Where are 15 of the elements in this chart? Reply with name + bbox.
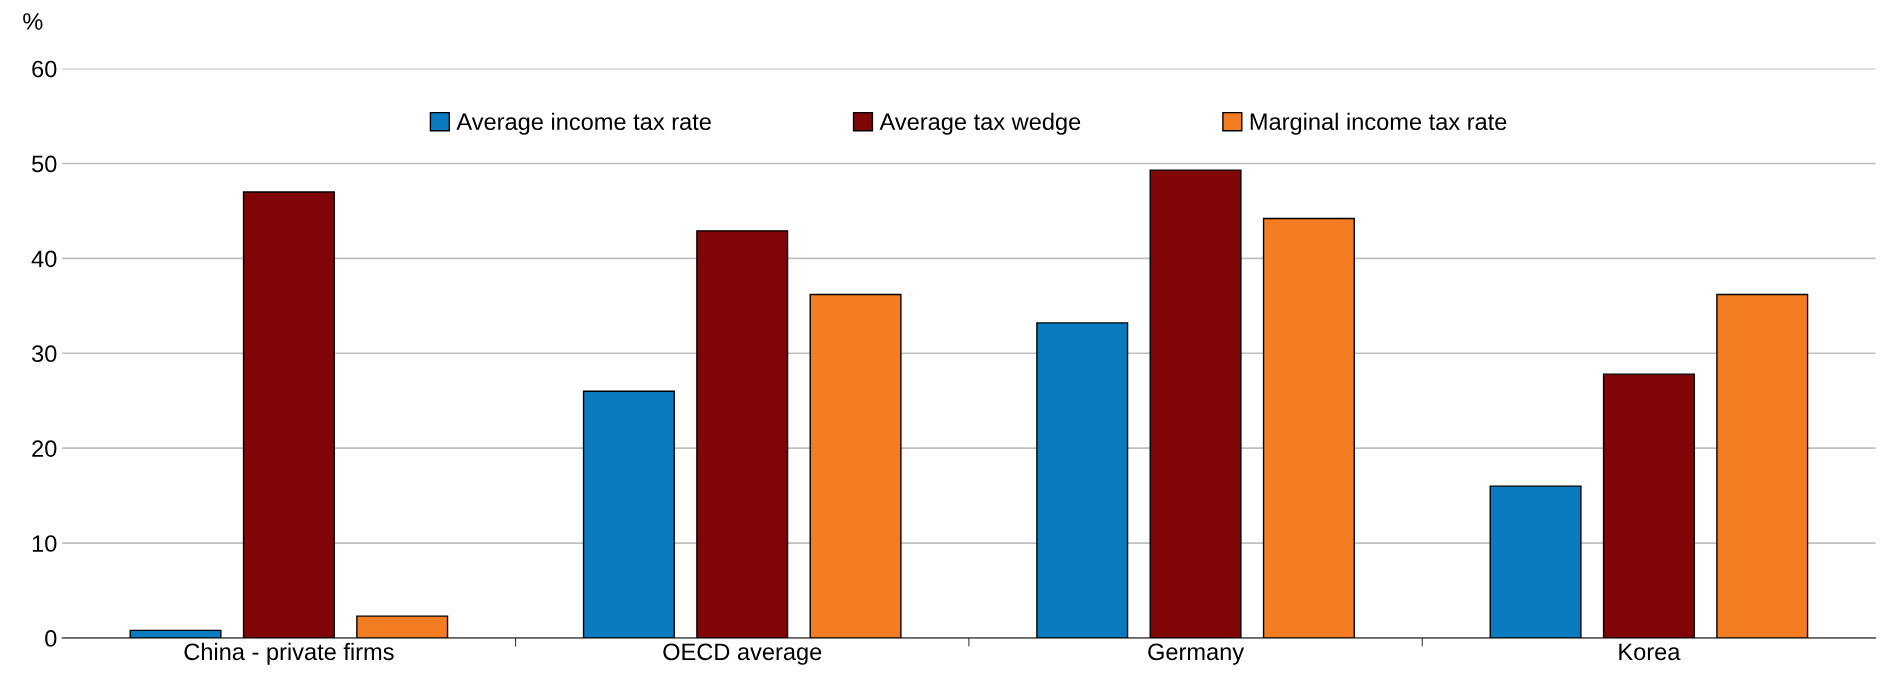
legend-label: Average income tax rate <box>456 112 711 135</box>
y-tick-label: 30 <box>31 345 57 363</box>
y-tick-label: 60 <box>32 60 57 78</box>
y-axis-title: % <box>23 13 43 30</box>
y-tick-label: 40 <box>31 250 57 268</box>
y-tick-label: 50 <box>32 155 57 173</box>
y-tick-label: 10 <box>32 535 57 552</box>
x-tick-label: OECD average <box>663 643 822 665</box>
x-tick-label: China - private firms <box>184 642 394 665</box>
y-tick-label: 0 <box>45 630 57 647</box>
x-tick-label: Korea <box>1619 643 1681 661</box>
legend-label: Marginal income tax rate <box>1250 112 1507 135</box>
x-tick-label: Germany <box>1148 643 1245 665</box>
y-tick-label: 20 <box>32 440 57 457</box>
legend-label: Average tax wedge <box>879 112 1081 135</box>
